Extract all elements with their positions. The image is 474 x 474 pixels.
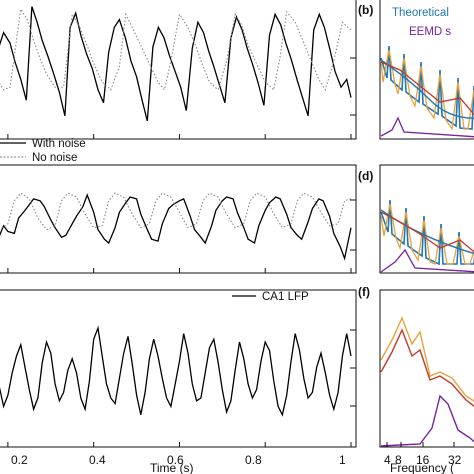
- freq-axis-label: Frequency (: [390, 461, 454, 474]
- xtick-label-0.6: 0.6: [167, 453, 184, 467]
- spectrum-eemd-b: [380, 116, 474, 138]
- ftick-label-4: 4: [384, 453, 391, 467]
- ftick-label-32: 32: [448, 453, 462, 467]
- spectra: [380, 45, 474, 447]
- spectrum-eemd-f: [380, 394, 474, 447]
- series-line-a-main: [0, 6, 352, 122]
- spectrum-theoretical-d: [380, 199, 474, 266]
- panel-f-frame: [379, 289, 474, 448]
- spectrum-orange-d: [380, 203, 474, 265]
- spectrum-theoretical-b: [380, 45, 474, 130]
- spectrum-eemd-d: [380, 248, 474, 273]
- freq-axis-ticks: [386, 442, 455, 447]
- panel-label-b: (b): [358, 3, 373, 17]
- ftick-label-16: 16: [416, 453, 430, 467]
- panel-c-frame: [0, 164, 357, 274]
- time-axis: [7, 134, 352, 447]
- legend-no-noise-label: No noise: [32, 152, 77, 164]
- right-axis-ticks: [350, 57, 356, 407]
- spectrum-red-f: [380, 328, 474, 408]
- spectrum-orange-f: [380, 316, 474, 402]
- series-line-e-main: [0, 325, 352, 417]
- ftick-label-8: 8: [395, 453, 402, 467]
- series-line-a-no-noise: [0, 7, 352, 92]
- spectrum-orange-b: [380, 49, 474, 131]
- series-line-c-no-noise: [0, 192, 352, 231]
- time-axis-label: Time (s): [150, 461, 194, 474]
- xtick-label-1: 1: [339, 453, 346, 467]
- xtick-label-0.8: 0.8: [245, 453, 262, 467]
- xtick-label-0.4: 0.4: [89, 453, 106, 467]
- legend-theoretical-label: Theoretical: [392, 7, 449, 19]
- panel-label-d: (d): [358, 169, 373, 183]
- panel-b-frame: [379, 0, 474, 140]
- spectrum-red-b: [380, 61, 474, 116]
- legend-with-noise-label: With noise: [32, 138, 86, 150]
- legend-eemd-label: EEMD s: [409, 26, 451, 38]
- panel-a-frame: [0, 0, 357, 140]
- xtick-label-0.2: 0.2: [11, 453, 28, 467]
- spectrum-red-d: [380, 211, 474, 253]
- legend-ca1-label: CA1 LFP: [262, 291, 309, 303]
- series-line-c-main: [0, 193, 352, 261]
- time-series-traces: [0, 6, 352, 417]
- panel-label-f: (f): [358, 285, 370, 299]
- spectrum-envelope-b: [380, 59, 474, 119]
- panel-d-frame: [379, 164, 474, 274]
